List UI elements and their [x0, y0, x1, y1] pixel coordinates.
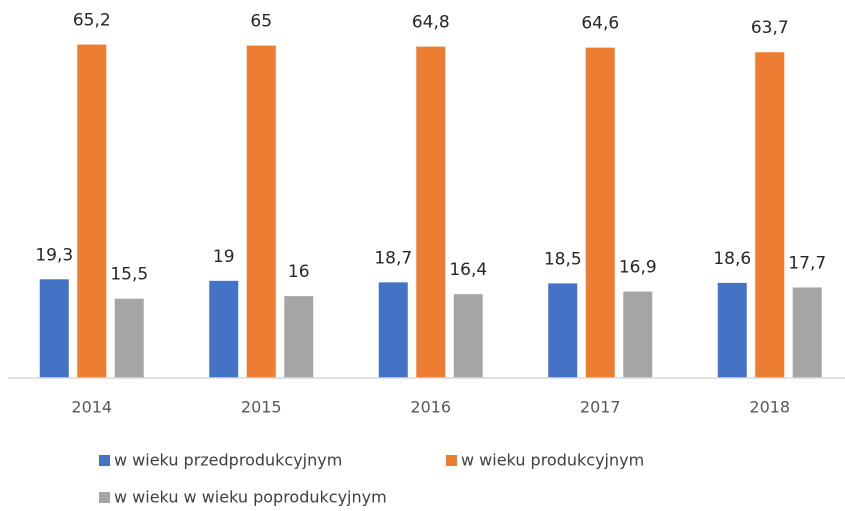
legend-label: w wieku produkcyjnym [461, 451, 644, 470]
bar [453, 294, 483, 378]
legend-label: w wieku w wieku poprodukcyjnym [114, 488, 387, 507]
legend-swatch [99, 455, 110, 466]
bar [585, 47, 615, 379]
data-label: 16,9 [619, 258, 657, 278]
bar [246, 45, 276, 378]
data-label: 64,6 [581, 14, 619, 34]
x-tick-label: 2016 [410, 398, 451, 417]
legend-swatch [99, 492, 110, 503]
x-tick-label: 2017 [580, 398, 621, 417]
data-label: 15,5 [110, 265, 148, 285]
data-label: 18,6 [713, 249, 751, 269]
bar [792, 287, 822, 378]
data-label: 16 [288, 262, 310, 282]
bar [209, 280, 239, 378]
data-label: 16,4 [449, 260, 487, 280]
legend-label: w wieku przedprodukcyjnym [114, 451, 342, 470]
x-tick-label: 2015 [241, 398, 282, 417]
bar [114, 298, 144, 378]
data-label: 18,5 [544, 249, 582, 269]
bar [416, 46, 446, 378]
data-label: 64,8 [412, 13, 450, 33]
x-tick-label: 2014 [71, 398, 112, 417]
bar [284, 296, 314, 378]
x-tick-label: 2018 [749, 398, 790, 417]
bar [378, 282, 408, 378]
data-label: 19,3 [35, 245, 73, 265]
bar [623, 291, 653, 378]
data-label: 19 [213, 247, 235, 267]
data-label: 63,7 [751, 18, 789, 38]
bar [39, 279, 69, 378]
legend-swatch [446, 455, 457, 466]
data-label: 17,7 [788, 253, 826, 273]
bar [755, 52, 785, 378]
data-label: 65,2 [73, 11, 111, 31]
bar [717, 282, 747, 378]
bar [548, 283, 578, 378]
data-label: 65 [250, 12, 272, 32]
data-label: 18,7 [374, 248, 412, 268]
bar [77, 44, 107, 378]
